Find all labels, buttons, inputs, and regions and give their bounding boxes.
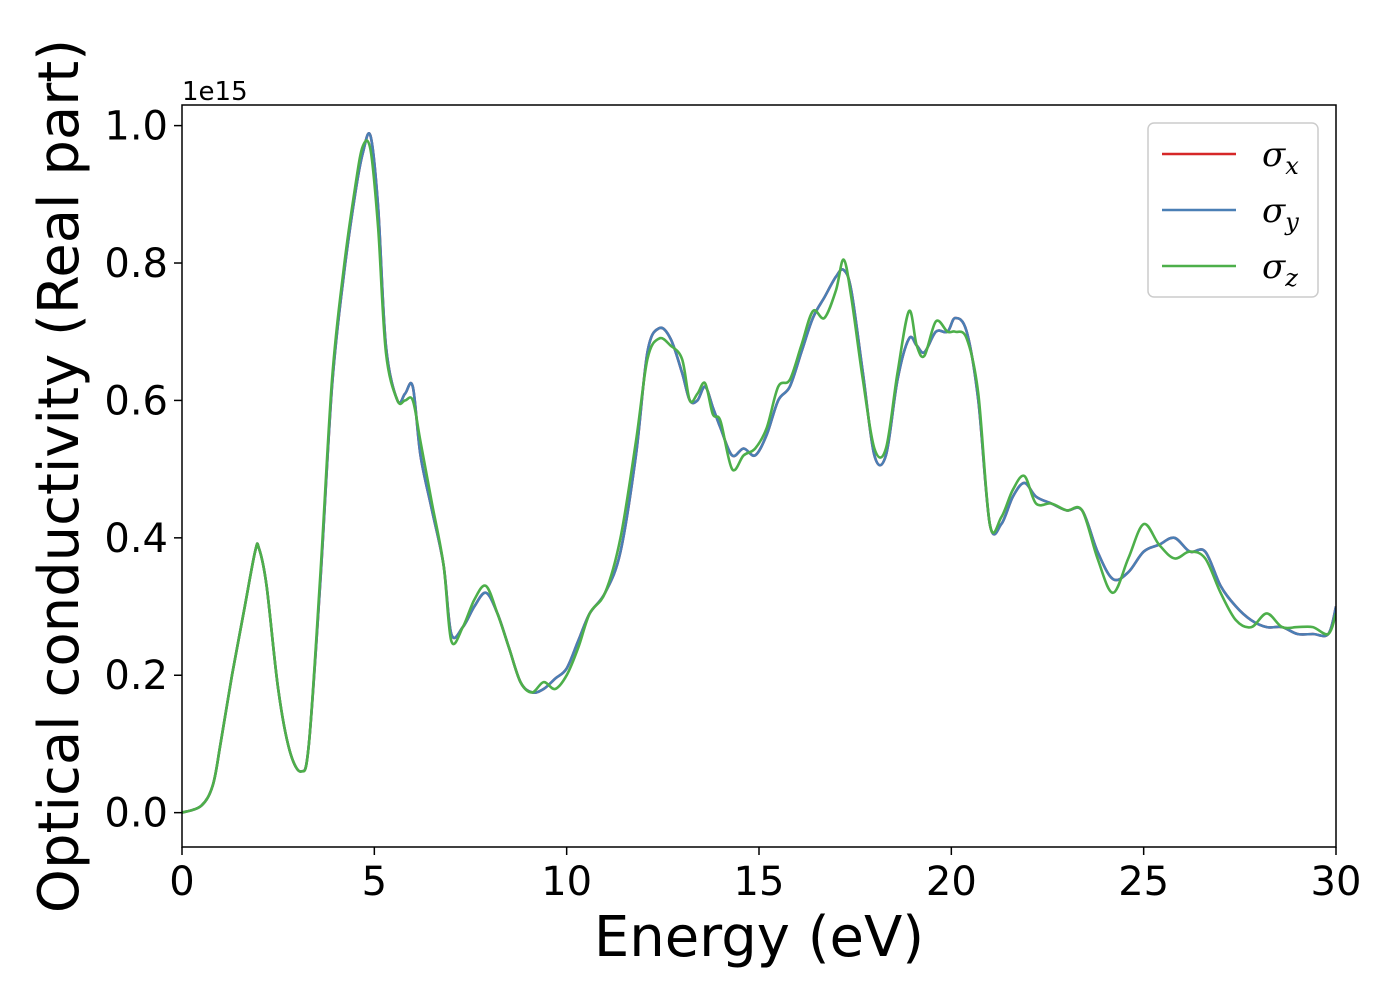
legend-symbol: σ <box>1262 135 1286 175</box>
y-axis-title: Optical conductivity (Real part) <box>27 39 92 913</box>
y-tick-label: 0.6 <box>104 378 168 424</box>
y-tick-label: 0.4 <box>104 516 168 562</box>
x-tick-label: 10 <box>541 859 592 905</box>
y-offset-label: 1e15 <box>182 77 248 107</box>
series-line-z <box>182 139 1336 814</box>
x-axis-title: Energy (eV) <box>594 905 924 970</box>
y-tick-label: 1.0 <box>104 104 168 150</box>
x-tick-label: 0 <box>169 859 194 905</box>
x-axis-ticks: 0 5 10 15 20 25 30 <box>169 847 1361 905</box>
legend-subscript: z <box>1284 264 1298 292</box>
legend-label-x: σx <box>1262 135 1299 180</box>
legend-label-y: σy <box>1262 191 1299 236</box>
x-tick-label: 5 <box>362 859 387 905</box>
legend-subscript: y <box>1284 208 1299 236</box>
legend-label-z: σz <box>1262 247 1298 292</box>
y-tick-label: 0.0 <box>104 791 168 837</box>
x-tick-label: 30 <box>1311 859 1362 905</box>
x-tick-label: 25 <box>1118 859 1169 905</box>
legend-symbol: σ <box>1262 191 1286 231</box>
legend-subscript: x <box>1285 152 1299 180</box>
x-tick-label: 20 <box>926 859 977 905</box>
y-tick-label: 0.8 <box>104 241 168 287</box>
y-axis-ticks: 0.0 0.2 0.4 0.6 0.8 1.0 <box>104 104 182 837</box>
y-tick-label: 0.2 <box>104 653 168 699</box>
x-tick-label: 15 <box>734 859 785 905</box>
legend-symbol: σ <box>1262 247 1286 287</box>
series-lines <box>182 132 1336 814</box>
